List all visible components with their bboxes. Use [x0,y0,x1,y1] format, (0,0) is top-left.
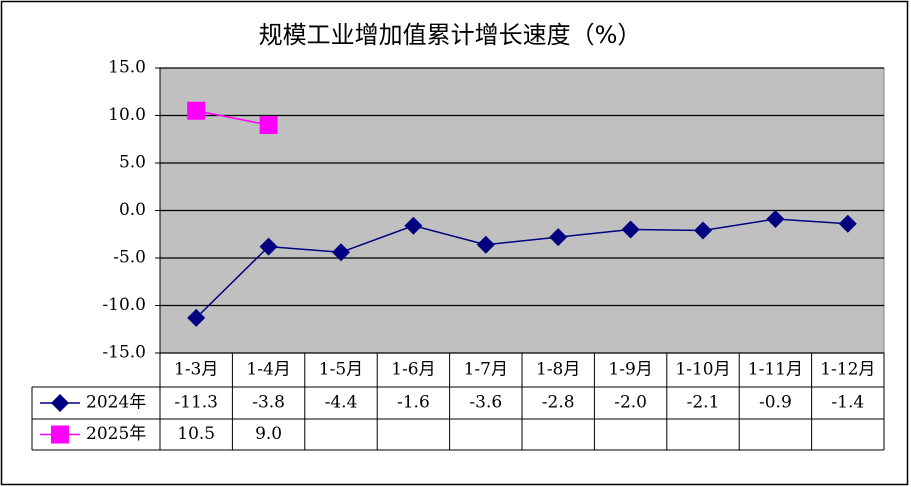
table-value: -3.8 [252,393,285,413]
x-tick-label: 1-6月 [391,360,435,380]
table-value: -2.1 [687,393,720,413]
table-value: -0.9 [759,393,792,413]
x-tick-label: 1-3月 [174,360,218,380]
table-value: -2.8 [542,393,575,413]
x-tick-label: 1-7月 [464,360,508,380]
y-tick-label: -15.0 [102,343,146,363]
table-value: 10.5 [177,424,215,444]
legend-label: 2024年 [86,393,146,413]
x-tick-label: 1-4月 [246,360,290,380]
x-tick-label: 1-11月 [748,360,803,380]
table-value: -1.4 [831,393,864,413]
marker [51,394,69,412]
marker [404,216,423,235]
marker [187,308,206,327]
marker [187,101,206,120]
marker [332,243,350,262]
x-tick-label: 1-12月 [820,360,875,380]
legend-label: 2025年 [86,424,146,444]
series-line [195,218,848,319]
marker [476,235,495,254]
marker [549,228,568,247]
table-value: -2.0 [614,393,647,413]
chart-title: 规模工业增加值累计增长速度（%） [259,21,642,49]
marker [259,116,278,134]
marker [766,210,785,229]
table-value: -11.3 [174,393,218,413]
marker [621,220,640,239]
marker [259,237,278,256]
x-tick-label: 1-8月 [536,360,580,380]
table-value: -1.6 [397,393,430,413]
y-tick-label: 15.0 [108,58,146,78]
table-value: -3.6 [469,393,502,413]
marker [838,214,857,233]
y-tick-label: 10.0 [108,105,146,125]
y-tick-label: 5.0 [119,153,146,173]
marker [694,221,712,240]
x-tick-label: 1-9月 [608,360,652,380]
y-tick-label: -10.0 [102,295,146,315]
y-tick-label: 0.0 [119,200,146,220]
series-line [196,110,269,126]
x-tick-label: 1-10月 [675,360,730,380]
x-tick-label: 1-5月 [319,360,363,380]
table-value: -4.4 [325,393,358,413]
marker [51,425,69,444]
table-value: 9.0 [255,424,282,444]
y-tick-label: -5.0 [113,248,146,268]
